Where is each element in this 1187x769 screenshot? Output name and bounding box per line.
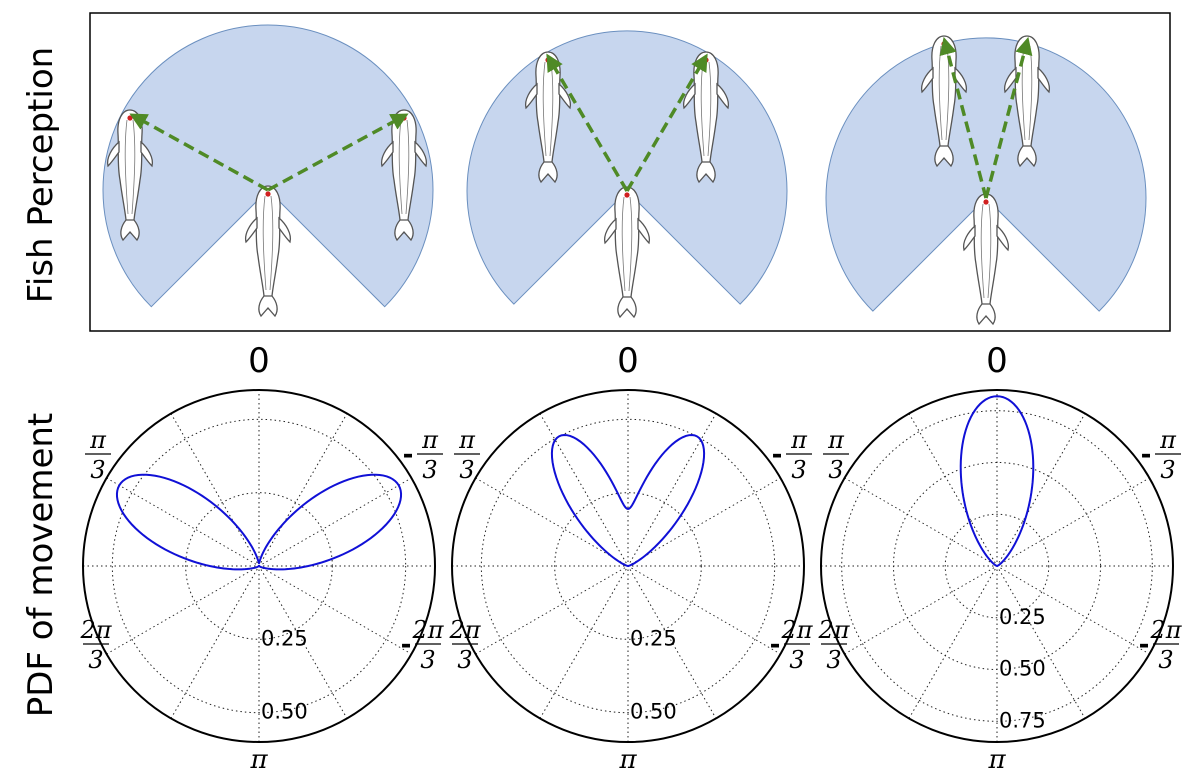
- row-label-fish-perception: Fish Perception: [21, 47, 61, 303]
- angle-label-2pi-over-3-numerator: 2π: [817, 616, 850, 644]
- fish-eye-dot: [127, 115, 133, 121]
- radial-tick-label: 0.50: [999, 657, 1046, 681]
- angle-label-neg-2pi-over-3-numerator: 2π: [1149, 616, 1182, 644]
- angle-label-0: 0: [248, 341, 270, 381]
- angle-label-2pi-over-3-numerator: 2π: [79, 616, 112, 644]
- perception-arrows: [129, 36, 1033, 199]
- angle-label-neg-pi-over-3-denominator: 3: [422, 456, 437, 484]
- fish-neighbor-middle-b: [682, 51, 730, 184]
- grid-ring: [892, 461, 1102, 671]
- fish-neighbor-left-a: [106, 109, 154, 242]
- angle-label-neg-pi-over-3-numerator: π: [790, 426, 808, 454]
- angle-label-neg-2pi-over-3-numerator: 2π: [780, 616, 813, 644]
- angle-label-neg-pi-over-3-numerator: π: [421, 426, 439, 454]
- angle-label-pi-over-3-denominator: 3: [459, 456, 474, 484]
- fish-eye-dot: [624, 192, 630, 198]
- fish-center-left: [244, 185, 292, 318]
- polar-outer-circle: [820, 389, 1174, 743]
- angle-label-2pi-over-3-denominator: 3: [826, 646, 841, 674]
- fish-layer: [106, 35, 1051, 326]
- angle-label-2pi-over-3: 2π3: [817, 616, 850, 674]
- fish-center-middle: [603, 186, 651, 319]
- angle-label-pi-over-3: π3: [454, 426, 480, 484]
- angle-label-neg-pi-over-3: - π3: [1141, 426, 1181, 484]
- angle-label-neg-pi-over-3-numerator: π: [1159, 426, 1177, 454]
- angle-label-pi: π: [987, 745, 1006, 769]
- polar-outer-circle: [82, 389, 436, 743]
- angle-label-2pi-over-3-numerator: 2π: [448, 616, 481, 644]
- arrow-middle-b: [625, 53, 708, 192]
- radial-tick-label: 0.75: [999, 708, 1046, 732]
- angle-label-neg-2pi-over-3-denominator: 3: [420, 646, 435, 674]
- pdf-curve: [115, 473, 403, 571]
- arrow-middle-a: [546, 53, 629, 192]
- angle-label-neg-2pi-over-3: -2π3: [1139, 616, 1183, 674]
- pdf-curve: [959, 395, 1035, 567]
- angle-label-0: 0: [617, 341, 639, 381]
- angle-label-neg-pi-over-3-sign: -: [403, 440, 414, 470]
- angle-label-2pi-over-3: 2π3: [79, 616, 112, 674]
- angle-label-neg-2pi-over-3-numerator: 2π: [411, 616, 444, 644]
- arrow-left-b: [267, 113, 409, 192]
- angle-label-neg-2pi-over-3-sign: -: [1139, 630, 1150, 660]
- polar-outer-circle: [451, 389, 805, 743]
- angle-label-pi-over-3-numerator: π: [89, 426, 107, 454]
- grid-ring: [111, 418, 407, 714]
- perception-panel-frame: [89, 12, 1171, 332]
- arrow-right-a: [939, 36, 988, 199]
- angle-label-neg-pi-over-3: - π3: [772, 426, 812, 484]
- fish-eye-dot: [983, 199, 989, 205]
- angle-label-pi-over-3: π3: [823, 426, 849, 484]
- angle-label-neg-pi-over-3: - π3: [403, 426, 443, 484]
- grid-ring: [480, 418, 776, 714]
- grid-ring: [944, 513, 1050, 619]
- angle-label-pi-over-3-numerator: π: [458, 426, 476, 454]
- angle-label-pi-over-3-numerator: π: [827, 426, 845, 454]
- angle-label-pi-over-3-denominator: 3: [90, 456, 105, 484]
- grid-ring: [554, 492, 702, 640]
- angle-label-pi-over-3-denominator: 3: [828, 456, 843, 484]
- angle-label-pi: π: [618, 745, 637, 769]
- angle-label-2pi-over-3-denominator: 3: [457, 646, 472, 674]
- fish-neighbor-middle-a: [524, 51, 572, 184]
- angle-label-pi-over-3: π3: [85, 426, 111, 484]
- grid-ring: [185, 492, 333, 640]
- angle-label-neg-2pi-over-3-sign: -: [401, 630, 412, 660]
- row-label-pdf-of-movement: PDF of movement: [21, 413, 61, 718]
- angle-label-neg-2pi-over-3-denominator: 3: [1158, 646, 1173, 674]
- fish-center-right: [962, 193, 1010, 326]
- angle-label-neg-2pi-over-3-denominator: 3: [789, 646, 804, 674]
- pdf-curve: [550, 433, 706, 567]
- angle-label-2pi-over-3-denominator: 3: [88, 646, 103, 674]
- arrow-right-b: [984, 36, 1033, 199]
- radial-tick-label: 0.50: [261, 700, 308, 724]
- angle-label-2pi-over-3: 2π3: [448, 616, 481, 674]
- angle-label-neg-2pi-over-3-sign: -: [770, 630, 781, 660]
- angle-label-0: 0: [986, 341, 1008, 381]
- radial-tick-label: 0.50: [630, 700, 677, 724]
- angle-label-neg-2pi-over-3: -2π3: [770, 616, 814, 674]
- radial-tick-label: 0.25: [999, 605, 1046, 629]
- angle-label-pi: π: [249, 745, 268, 769]
- radial-tick-label: 0.25: [261, 626, 308, 650]
- arrow-left-a: [129, 113, 269, 192]
- angle-label-neg-pi-over-3-denominator: 3: [791, 456, 806, 484]
- perception-field-right: [825, 37, 1147, 312]
- angle-label-neg-2pi-over-3: -2π3: [401, 616, 445, 674]
- fish-eye-dot: [265, 191, 271, 197]
- angle-label-neg-pi-over-3-denominator: 3: [1160, 456, 1175, 484]
- grid-ring: [841, 410, 1153, 722]
- perception-field-left: [102, 24, 434, 308]
- angle-label-neg-pi-over-3-sign: -: [1141, 440, 1152, 470]
- radial-tick-label: 0.25: [630, 626, 677, 650]
- angle-label-neg-pi-over-3-sign: -: [772, 440, 783, 470]
